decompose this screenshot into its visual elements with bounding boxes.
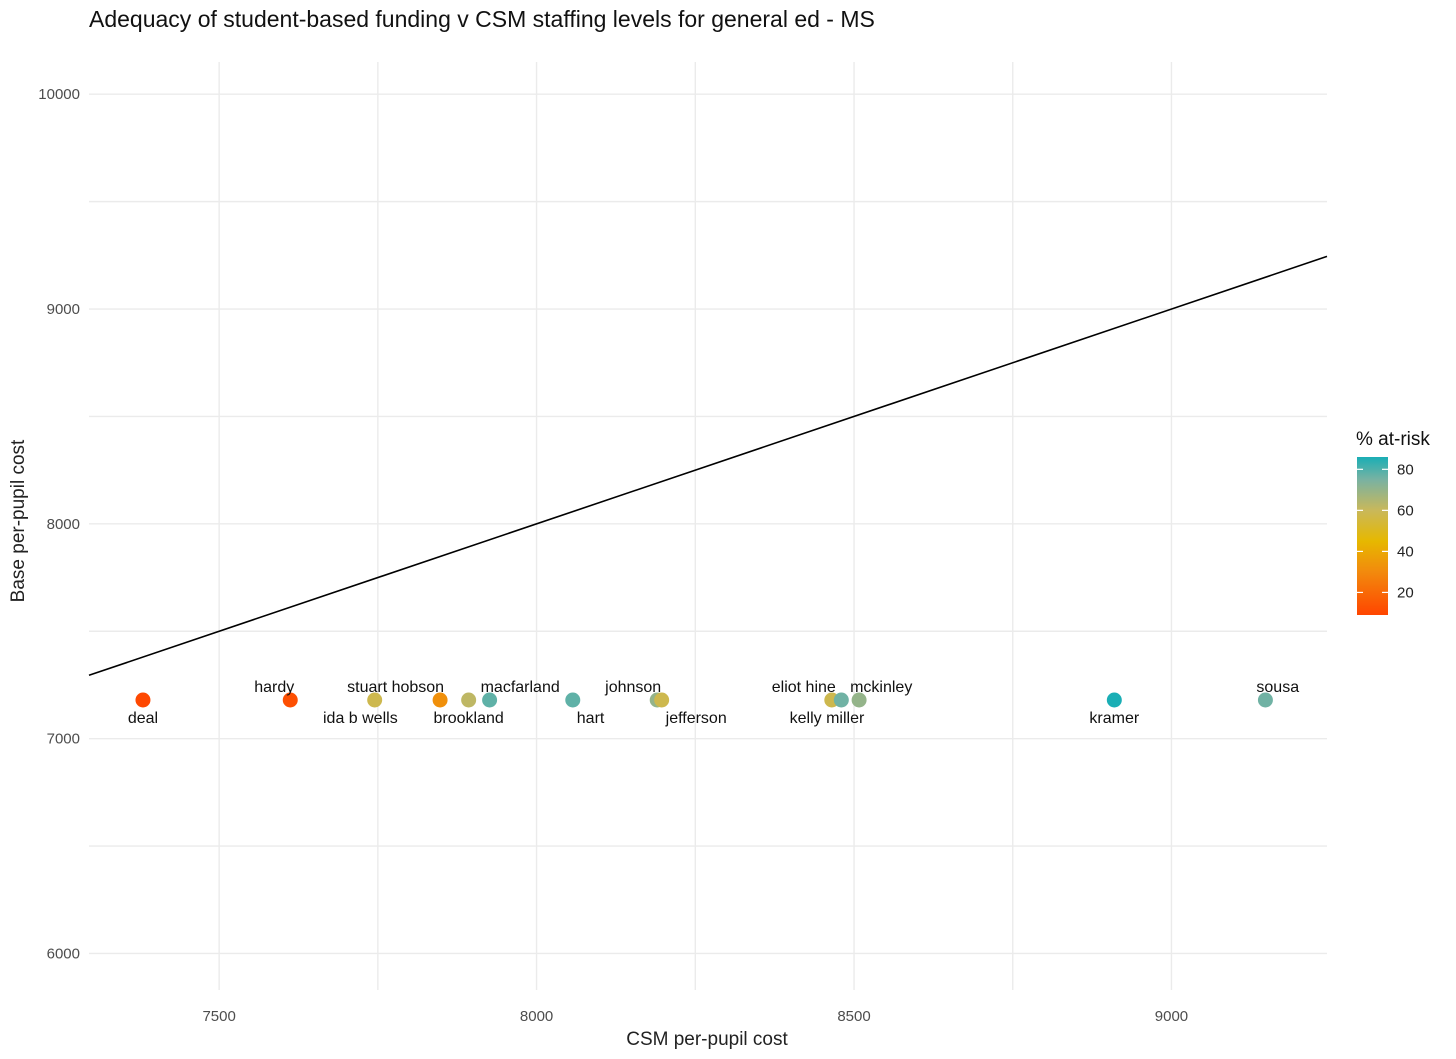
y-tick-label: 8000 [47, 516, 80, 533]
point-label: hardy [254, 679, 294, 696]
legend-tick-label: 80 [1397, 461, 1414, 478]
reference-line-group [88, 255, 1328, 677]
point-sousa [1257, 692, 1273, 708]
x-tick-label: 8000 [520, 1008, 553, 1025]
point-label: hart [577, 710, 605, 727]
legend-ticks: 20 40 60 80 [1357, 461, 1414, 601]
point-label: stuart hobson [347, 679, 444, 696]
points-group [135, 692, 1273, 708]
legend-title: % at-risk [1356, 429, 1430, 450]
legend-tick-label: 20 [1397, 584, 1414, 601]
point-deal [135, 692, 151, 708]
tick-labels: 7500 8000 8500 9000 6000 7000 8000 9000 10000 [38, 86, 1188, 1025]
x-axis-title: CSM per-pupil cost [626, 1029, 788, 1050]
point-ida-b-wells [367, 692, 383, 708]
x-tick-label: 9000 [1155, 1008, 1188, 1025]
legend-tick-label: 60 [1397, 502, 1414, 519]
point-label: macfarland [481, 679, 560, 696]
point-mckinley [851, 692, 867, 708]
y-tick-label: 7000 [47, 731, 80, 748]
color-legend: % at-risk 20 40 60 80 [1356, 429, 1430, 615]
legend-colorbar [1357, 457, 1388, 615]
legend-tick-label: 40 [1397, 543, 1414, 560]
labels-group: deal hardy ida b wells stuart hobson brookla… [128, 679, 1299, 727]
x-tick-label: 8500 [837, 1008, 870, 1025]
point-hart [565, 692, 581, 708]
x-tick-label: 7500 [202, 1008, 235, 1025]
y-axis-title: Base per-pupil cost [8, 439, 29, 602]
point-hardy [282, 692, 298, 708]
y-tick-label: 9000 [47, 301, 80, 318]
point-brookland [461, 692, 477, 708]
point-label: mckinley [850, 679, 912, 696]
point-jefferson [654, 692, 670, 708]
point-label: johnson [604, 679, 661, 696]
point-label: jefferson [665, 710, 727, 727]
point-stuart-hobson [432, 692, 448, 708]
point-label: ida b wells [323, 710, 398, 727]
reference-line [88, 255, 1328, 677]
point-macfarland [482, 692, 498, 708]
point-label: kramer [1089, 710, 1139, 727]
point-label: eliot hine [772, 679, 836, 696]
y-tick-label: 10000 [38, 86, 80, 103]
point-label: brookland [434, 710, 504, 727]
point-label: kelly miller [790, 710, 865, 727]
point-kelly-miller [833, 692, 849, 708]
y-tick-label: 6000 [47, 945, 80, 962]
point-label: sousa [1256, 679, 1299, 696]
grid [89, 62, 1327, 990]
point-kramer [1106, 692, 1122, 708]
chart-title: Adequacy of student-based funding v CSM … [89, 6, 875, 32]
point-label: deal [128, 710, 158, 727]
